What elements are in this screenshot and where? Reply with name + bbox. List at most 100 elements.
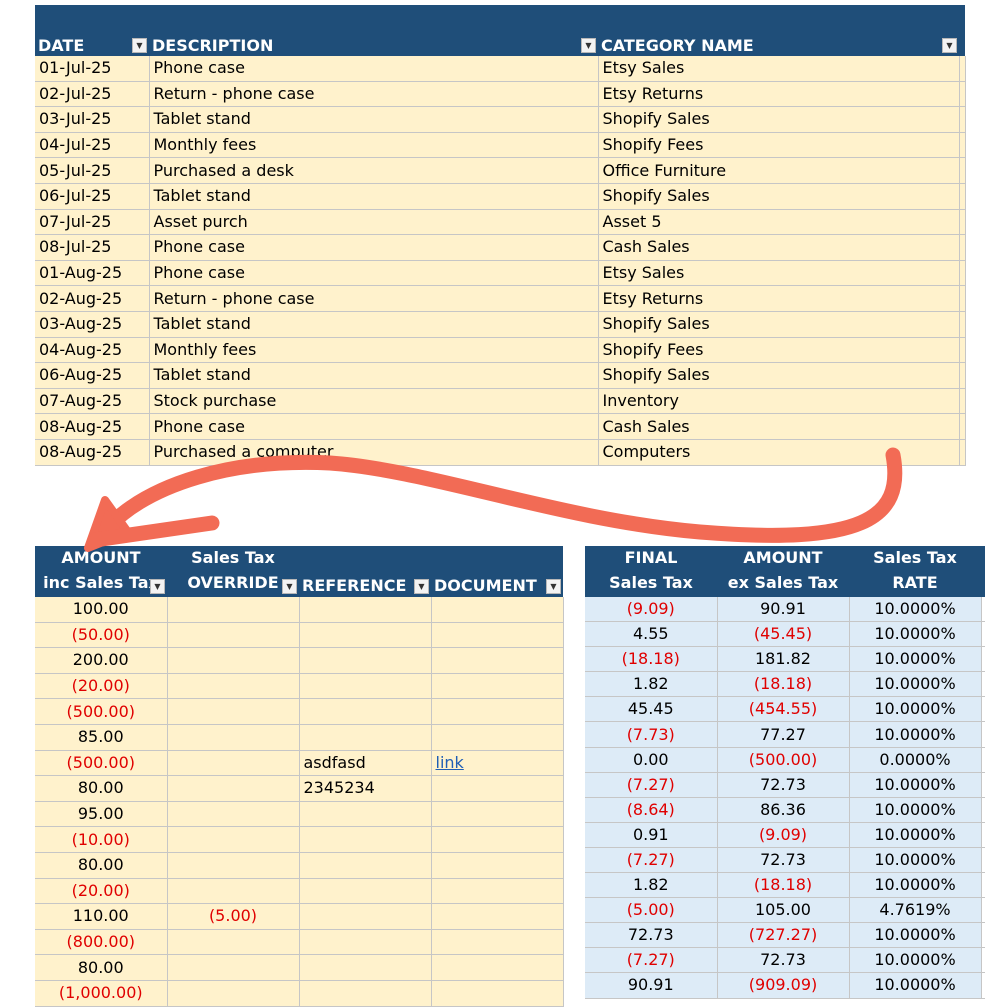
- final-tax-cell[interactable]: 1.82: [585, 872, 718, 899]
- final-tax-cell[interactable]: 90.91: [585, 972, 718, 999]
- description-cell[interactable]: Phone case: [149, 234, 599, 261]
- rate-cell[interactable]: 10.0000%: [849, 772, 982, 798]
- date-cell[interactable]: 01-Aug-25: [35, 260, 150, 287]
- amount-ex-cell[interactable]: (500.00): [717, 747, 850, 773]
- amount-inc-cell[interactable]: (50.00): [35, 622, 168, 649]
- reference-cell[interactable]: [299, 622, 432, 649]
- amount-ex-cell[interactable]: 90.91: [717, 597, 850, 623]
- amount-inc-cell[interactable]: (10.00): [35, 826, 168, 853]
- rate-cell[interactable]: 10.0000%: [849, 922, 982, 949]
- description-cell[interactable]: Monthly fees: [149, 132, 599, 159]
- description-cell[interactable]: Purchased a computer: [149, 439, 599, 466]
- amount-ex-cell[interactable]: 86.36: [717, 797, 850, 823]
- category-cell[interactable]: Shopify Sales: [598, 311, 960, 338]
- reference-cell[interactable]: [299, 724, 432, 751]
- date-cell[interactable]: 03-Aug-25: [35, 311, 150, 338]
- document-cell[interactable]: [431, 698, 564, 725]
- description-cell[interactable]: Return - phone case: [149, 81, 599, 108]
- override-cell[interactable]: [167, 878, 300, 905]
- reference-cell[interactable]: [299, 597, 432, 623]
- date-cell[interactable]: 07-Aug-25: [35, 388, 150, 415]
- amount-ex-cell[interactable]: (18.18): [717, 872, 850, 899]
- rate-cell[interactable]: 0.0000%: [849, 747, 982, 773]
- date-header[interactable]: DATE ▼: [35, 5, 149, 56]
- amount-inc-cell[interactable]: (1,000.00): [35, 980, 168, 1007]
- document-cell[interactable]: [431, 903, 564, 930]
- override-cell[interactable]: [167, 801, 300, 828]
- document-cell[interactable]: [431, 647, 564, 674]
- override-cell[interactable]: [167, 852, 300, 879]
- filter-dropdown-icon[interactable]: ▼: [546, 579, 561, 594]
- category-header[interactable]: CATEGORY NAME ▼: [598, 5, 959, 56]
- description-cell[interactable]: Return - phone case: [149, 285, 599, 312]
- date-cell[interactable]: 02-Jul-25: [35, 81, 150, 108]
- reference-cell[interactable]: [299, 903, 432, 930]
- reference-cell[interactable]: [299, 852, 432, 879]
- reference-cell[interactable]: asdfasd: [299, 750, 432, 777]
- amount-inc-cell[interactable]: 95.00: [35, 801, 168, 828]
- final-tax-cell[interactable]: (7.73): [585, 721, 718, 748]
- reference-cell[interactable]: [299, 954, 432, 981]
- final-tax-cell[interactable]: (7.27): [585, 847, 718, 874]
- amount-ex-cell[interactable]: 77.27: [717, 721, 850, 748]
- filter-dropdown-icon[interactable]: ▼: [282, 579, 297, 594]
- amount-inc-cell[interactable]: 80.00: [35, 852, 168, 879]
- final-tax-cell[interactable]: 0.00: [585, 747, 718, 773]
- amount-inc-cell[interactable]: (20.00): [35, 673, 168, 700]
- category-cell[interactable]: Cash Sales: [598, 234, 960, 261]
- override-cell[interactable]: [167, 673, 300, 700]
- description-cell[interactable]: Phone case: [149, 260, 599, 287]
- document-cell[interactable]: [431, 852, 564, 879]
- override-cell[interactable]: [167, 826, 300, 853]
- final-tax-cell[interactable]: 4.55: [585, 621, 718, 648]
- amount-inc-cell[interactable]: 200.00: [35, 647, 168, 674]
- description-cell[interactable]: Tablet stand: [149, 183, 599, 210]
- document-cell[interactable]: [431, 929, 564, 956]
- filter-dropdown-icon[interactable]: ▼: [150, 579, 165, 594]
- date-cell[interactable]: 08-Aug-25: [35, 439, 150, 466]
- amount-inc-cell[interactable]: 85.00: [35, 724, 168, 751]
- category-cell[interactable]: Etsy Returns: [598, 285, 960, 312]
- amount-ex-cell[interactable]: 72.73: [717, 772, 850, 798]
- amount-inc-cell[interactable]: 100.00: [35, 597, 168, 623]
- reference-cell[interactable]: [299, 647, 432, 674]
- category-cell[interactable]: Etsy Returns: [598, 81, 960, 108]
- reference-cell[interactable]: [299, 878, 432, 905]
- description-cell[interactable]: Purchased a desk: [149, 157, 599, 184]
- rate-cell[interactable]: 10.0000%: [849, 597, 982, 623]
- final-tax-cell[interactable]: 72.73: [585, 922, 718, 949]
- date-cell[interactable]: 06-Aug-25: [35, 362, 150, 389]
- override-header[interactable]: Sales Tax OVERRIDE ▼: [167, 546, 299, 597]
- override-cell[interactable]: [167, 622, 300, 649]
- category-cell[interactable]: Shopify Sales: [598, 106, 960, 133]
- final-tax-cell[interactable]: 0.91: [585, 822, 718, 848]
- final-tax-cell[interactable]: (7.27): [585, 947, 718, 974]
- override-cell[interactable]: [167, 929, 300, 956]
- rate-cell[interactable]: 10.0000%: [849, 822, 982, 848]
- rate-cell[interactable]: 10.0000%: [849, 721, 982, 748]
- document-cell[interactable]: [431, 724, 564, 751]
- override-cell[interactable]: [167, 698, 300, 725]
- amount-ex-cell[interactable]: 105.00: [717, 897, 850, 924]
- amount-ex-cell[interactable]: (454.55): [717, 696, 850, 723]
- final-tax-cell[interactable]: (8.64): [585, 797, 718, 823]
- document-cell[interactable]: [431, 622, 564, 649]
- amount-inc-cell[interactable]: (800.00): [35, 929, 168, 956]
- reference-cell[interactable]: 2345234: [299, 775, 432, 802]
- category-cell[interactable]: Etsy Sales: [598, 260, 960, 287]
- date-cell[interactable]: 02-Aug-25: [35, 285, 150, 312]
- description-header[interactable]: DESCRIPTION ▼: [149, 5, 598, 56]
- amount-ex-cell[interactable]: (727.27): [717, 922, 850, 949]
- date-cell[interactable]: 08-Aug-25: [35, 413, 150, 440]
- rate-cell[interactable]: 10.0000%: [849, 671, 982, 698]
- final-tax-cell[interactable]: 45.45: [585, 696, 718, 723]
- rate-cell[interactable]: 10.0000%: [849, 621, 982, 648]
- override-cell[interactable]: [167, 724, 300, 751]
- override-cell[interactable]: [167, 954, 300, 981]
- document-cell[interactable]: [431, 597, 564, 623]
- document-cell[interactable]: [431, 673, 564, 700]
- description-cell[interactable]: Phone case: [149, 56, 599, 82]
- description-cell[interactable]: Stock purchase: [149, 388, 599, 415]
- reference-cell[interactable]: [299, 980, 432, 1007]
- amount-inc-cell[interactable]: 80.00: [35, 954, 168, 981]
